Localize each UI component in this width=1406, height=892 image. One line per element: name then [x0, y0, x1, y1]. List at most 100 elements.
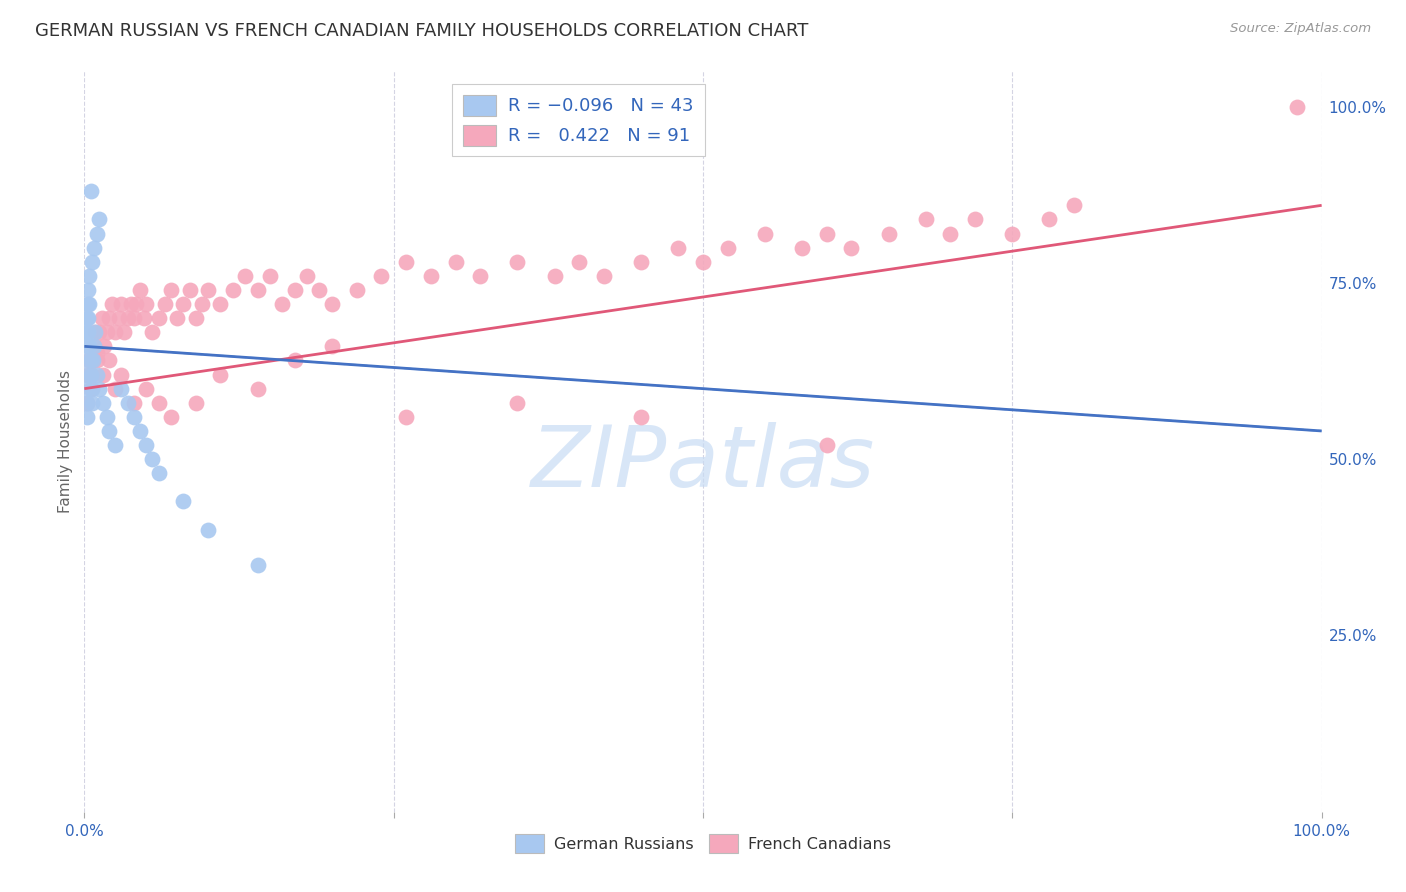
Point	[790, 241, 813, 255]
Point	[104, 382, 127, 396]
Point	[284, 353, 307, 368]
Point	[122, 396, 145, 410]
Point	[593, 268, 616, 283]
Point	[568, 254, 591, 268]
Point	[86, 346, 108, 360]
Point	[1038, 212, 1060, 227]
Point	[96, 409, 118, 424]
Point	[110, 297, 132, 311]
Point	[246, 283, 269, 297]
Point	[104, 438, 127, 452]
Point	[132, 311, 155, 326]
Point	[271, 297, 294, 311]
Point	[1001, 227, 1024, 241]
Point	[96, 325, 118, 339]
Point	[295, 268, 318, 283]
Point	[148, 396, 170, 410]
Text: GERMAN RUSSIAN VS FRENCH CANADIAN FAMILY HOUSEHOLDS CORRELATION CHART: GERMAN RUSSIAN VS FRENCH CANADIAN FAMILY…	[35, 22, 808, 40]
Point	[184, 396, 207, 410]
Point	[79, 368, 101, 382]
Point	[80, 396, 103, 410]
Point	[321, 339, 343, 353]
Point	[89, 212, 111, 227]
Point	[630, 254, 652, 268]
Point	[148, 311, 170, 326]
Point	[259, 268, 281, 283]
Point	[815, 438, 838, 452]
Point	[83, 241, 105, 255]
Point	[82, 353, 104, 368]
Point	[117, 311, 139, 326]
Point	[104, 325, 127, 339]
Point	[346, 283, 368, 297]
Point	[86, 368, 108, 382]
Point	[160, 283, 183, 297]
Point	[246, 558, 269, 572]
Point	[419, 268, 441, 283]
Point	[76, 353, 98, 368]
Point	[135, 297, 157, 311]
Point	[129, 283, 152, 297]
Point	[77, 283, 100, 297]
Point	[135, 438, 157, 452]
Point	[79, 339, 101, 353]
Point	[717, 241, 740, 255]
Point	[89, 382, 111, 396]
Point	[84, 325, 107, 339]
Point	[444, 254, 467, 268]
Point	[395, 409, 418, 424]
Point	[370, 268, 392, 283]
Point	[77, 311, 100, 326]
Point	[117, 396, 139, 410]
Point	[470, 268, 492, 283]
Point	[209, 368, 232, 382]
Point	[76, 368, 98, 382]
Point	[86, 227, 108, 241]
Point	[395, 254, 418, 268]
Point	[77, 325, 100, 339]
Point	[110, 368, 132, 382]
Point	[172, 297, 194, 311]
Point	[141, 325, 163, 339]
Point	[141, 452, 163, 467]
Point	[76, 339, 98, 353]
Point	[692, 254, 714, 268]
Point	[166, 311, 188, 326]
Point	[1063, 198, 1085, 212]
Point	[179, 283, 201, 297]
Point	[79, 368, 101, 382]
Point	[86, 353, 108, 368]
Point	[209, 297, 232, 311]
Point	[630, 409, 652, 424]
Text: ZIPatlas: ZIPatlas	[531, 422, 875, 505]
Point	[93, 339, 115, 353]
Point	[82, 353, 104, 368]
Point	[125, 297, 148, 311]
Point	[80, 254, 103, 268]
Point	[84, 325, 107, 339]
Point	[197, 283, 219, 297]
Point	[79, 353, 101, 368]
Point	[76, 382, 98, 396]
Point	[76, 409, 98, 424]
Point	[120, 297, 142, 311]
Point	[172, 494, 194, 508]
Point	[877, 227, 900, 241]
Point	[76, 396, 98, 410]
Point	[89, 325, 111, 339]
Point	[79, 382, 101, 396]
Point	[129, 424, 152, 438]
Point	[91, 368, 114, 382]
Point	[112, 325, 135, 339]
Point	[191, 297, 214, 311]
Point	[246, 382, 269, 396]
Point	[98, 353, 121, 368]
Point	[321, 297, 343, 311]
Point	[965, 212, 987, 227]
Point	[110, 382, 132, 396]
Point	[76, 311, 98, 326]
Point	[79, 268, 101, 283]
Point	[148, 467, 170, 481]
Point	[100, 297, 122, 311]
Point	[184, 311, 207, 326]
